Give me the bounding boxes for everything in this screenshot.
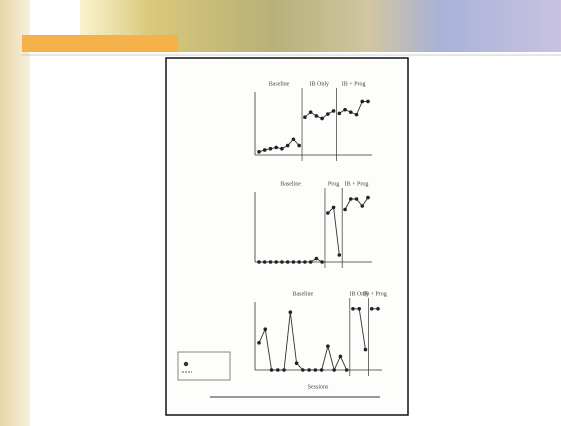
data-point [291, 137, 296, 142]
data-point [360, 99, 365, 104]
data-point [269, 368, 274, 372]
data-point [257, 150, 261, 154]
data-point [274, 145, 279, 150]
x-label: Sessions [308, 384, 329, 390]
data-point [268, 260, 273, 264]
data-point [376, 307, 380, 311]
data-point [285, 260, 290, 264]
data-point [338, 354, 343, 359]
data-point [297, 143, 301, 148]
data-point [303, 115, 307, 119]
data-point [282, 368, 286, 372]
data-point [307, 368, 311, 372]
phase-label: Baseline [269, 81, 290, 87]
accent-bar [22, 35, 178, 52]
data-point [369, 307, 374, 311]
data-point [360, 204, 365, 208]
data-point [280, 260, 284, 264]
data-point [363, 347, 368, 352]
data-point [354, 197, 359, 201]
data-point [297, 260, 301, 264]
data-point [331, 109, 336, 113]
data-point [344, 368, 349, 372]
data-point [348, 197, 353, 201]
data-point [268, 146, 273, 151]
left-strip [0, 0, 30, 426]
data-point [303, 260, 307, 264]
data-point [320, 116, 324, 121]
data-point [337, 253, 342, 257]
data-point [320, 260, 324, 264]
data-point [308, 260, 313, 264]
data-point [301, 368, 305, 372]
data-point [314, 114, 319, 118]
data-point [351, 307, 355, 311]
data-point [274, 260, 279, 264]
data-point [343, 207, 347, 212]
data-point [257, 260, 261, 264]
data-point [288, 310, 293, 315]
data-point [257, 341, 261, 345]
data-point [366, 99, 370, 104]
data-point [319, 368, 324, 372]
phase-label: Baseline [280, 181, 301, 187]
legend-marker [183, 361, 189, 367]
data-point [326, 211, 330, 215]
data-point [337, 111, 342, 116]
data-point [263, 327, 268, 332]
data-point [291, 260, 296, 264]
data-point [366, 195, 370, 200]
data-point [354, 112, 359, 117]
data-point [357, 307, 362, 311]
data-point [308, 110, 313, 114]
data-point [275, 368, 280, 372]
data-point [332, 368, 336, 372]
phase-label: IB Only [349, 291, 369, 297]
data-point [262, 260, 267, 264]
data-point [331, 205, 336, 210]
data-point [285, 143, 290, 148]
phase-label: IB Only [309, 81, 329, 87]
phase-label: IB + Prog [345, 181, 369, 187]
phase-label: Baseline [293, 291, 314, 297]
data-point [326, 344, 330, 349]
data-point [280, 146, 284, 151]
data-point [294, 361, 299, 366]
data-point [314, 256, 319, 261]
phase-label: IB + Prog [342, 81, 366, 87]
data-point [343, 107, 347, 112]
phase-label: Prog [328, 181, 339, 187]
scanned-figure [165, 57, 409, 416]
data-point [262, 148, 267, 152]
data-point [348, 110, 353, 114]
phase-label: IB + Prog [363, 291, 387, 297]
legend-box [177, 351, 231, 381]
data-point [326, 112, 330, 116]
data-point [313, 368, 318, 372]
